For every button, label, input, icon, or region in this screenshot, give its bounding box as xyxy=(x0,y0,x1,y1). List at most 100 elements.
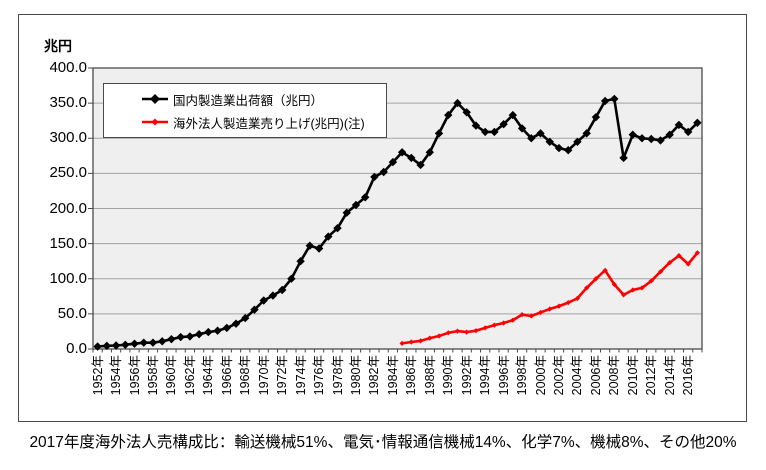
series-marker xyxy=(444,110,453,120)
x-tick-label: 1970年 xyxy=(256,355,271,396)
y-axis-unit-label: 兆円 xyxy=(44,38,72,54)
x-tick-label: 2004年 xyxy=(570,355,585,396)
y-tick-label: 0.0 xyxy=(66,340,87,357)
series-marker xyxy=(462,108,471,117)
y-tick-label: 250.0 xyxy=(49,164,87,182)
series-marker xyxy=(342,208,351,217)
series-marker xyxy=(619,153,628,163)
series-marker xyxy=(139,338,148,347)
series-marker xyxy=(453,98,462,108)
x-tick-label: 1980年 xyxy=(348,355,363,396)
series-marker xyxy=(510,317,516,323)
x-tick-label: 1966年 xyxy=(219,355,234,396)
legend: 国内製造業出荷額（兆円） 海外法人製造業売り上げ(兆円)(注) xyxy=(103,83,387,138)
series-marker xyxy=(351,200,361,210)
series-marker xyxy=(361,193,370,202)
series-marker xyxy=(602,267,608,273)
series-marker xyxy=(610,94,619,104)
x-tick-label: 1958年 xyxy=(145,355,160,396)
x-tick-label: 2016年 xyxy=(681,355,696,396)
legend-label-overseas: 海外法人製造業売り上げ(兆円)(注) xyxy=(173,116,365,131)
x-tick-label: 2000年 xyxy=(533,355,548,396)
series-marker xyxy=(416,160,425,170)
series-marker xyxy=(517,124,527,133)
series-marker xyxy=(528,313,534,319)
y-tick-label: 400.0 xyxy=(49,59,87,76)
series-marker xyxy=(148,338,158,347)
series-marker xyxy=(268,291,278,300)
series-marker xyxy=(639,285,645,291)
series-marker xyxy=(167,335,176,344)
series-marker xyxy=(250,305,259,314)
x-tick-label: 1962年 xyxy=(182,355,197,396)
series-marker xyxy=(213,326,222,335)
series-marker xyxy=(665,130,674,139)
series-marker xyxy=(574,295,580,301)
series-marker xyxy=(425,148,434,157)
x-tick-label: 1998年 xyxy=(515,355,530,396)
series-marker xyxy=(536,129,545,138)
y-tick-label: 200.0 xyxy=(49,199,87,217)
series-marker xyxy=(508,110,517,120)
x-tick-label: 2012年 xyxy=(644,355,659,396)
series-marker xyxy=(259,296,268,305)
series-marker xyxy=(407,153,416,163)
series-marker xyxy=(537,309,544,316)
y-tick-label: 50.0 xyxy=(57,304,87,322)
series-marker xyxy=(324,232,333,241)
series-marker xyxy=(130,339,139,348)
x-tick-label: 1952年 xyxy=(90,355,105,396)
series-marker xyxy=(545,137,554,146)
series-marker xyxy=(656,136,665,145)
series-marker xyxy=(434,129,444,138)
series-marker xyxy=(481,127,490,137)
x-tick-label: 1986年 xyxy=(404,355,419,396)
x-tick-label: 1976年 xyxy=(312,355,327,396)
footnote-caption: 2017年度海外法人売構成比：輸送機械51%、電気･情報通信機械14%、化学7%… xyxy=(29,434,737,451)
series-marker xyxy=(600,96,610,106)
series-marker xyxy=(684,127,693,137)
x-tick-label: 1960年 xyxy=(164,355,179,396)
series-marker xyxy=(565,300,571,306)
series-marker xyxy=(499,120,508,129)
x-tick-label: 1988年 xyxy=(422,355,437,396)
series-marker xyxy=(399,340,405,346)
series-marker xyxy=(454,328,461,334)
series-marker xyxy=(564,146,573,155)
series-marker xyxy=(185,332,195,341)
series-marker xyxy=(593,276,599,282)
legend-entry-domestic: 国内製造業出荷額（兆円） xyxy=(142,90,386,108)
series-marker xyxy=(222,323,231,333)
series-marker xyxy=(628,130,637,139)
series-marker xyxy=(408,339,414,345)
series-marker xyxy=(582,129,591,138)
series-marker xyxy=(685,261,691,267)
series-marker xyxy=(464,329,470,335)
series-marker xyxy=(102,341,111,350)
y-tick-label: 350.0 xyxy=(49,94,87,112)
black-line-diamond-marker-icon xyxy=(142,94,168,104)
series-marker xyxy=(637,134,647,143)
plot-border xyxy=(92,67,703,350)
series-marker xyxy=(630,287,636,293)
x-tick-label: 2002年 xyxy=(551,355,566,396)
x-tick-label: 1978年 xyxy=(330,355,345,396)
series-marker xyxy=(296,257,305,266)
series-marker xyxy=(471,121,481,130)
series-marker xyxy=(93,342,102,351)
x-tick-label: 1954年 xyxy=(109,355,124,396)
series-marker xyxy=(388,157,398,167)
series-marker xyxy=(591,113,601,122)
x-tick-label: 2014年 xyxy=(662,355,677,396)
series-marker xyxy=(657,269,664,275)
series-marker xyxy=(676,253,682,259)
series-marker xyxy=(527,134,536,143)
x-tick-label: 1968年 xyxy=(238,355,253,396)
x-tick-label: 1994年 xyxy=(478,355,493,396)
series-marker xyxy=(397,148,407,157)
series-marker xyxy=(418,338,424,344)
x-tick-label: 2010年 xyxy=(625,355,640,396)
series-marker xyxy=(491,322,497,328)
x-tick-label: 1972年 xyxy=(275,355,290,396)
